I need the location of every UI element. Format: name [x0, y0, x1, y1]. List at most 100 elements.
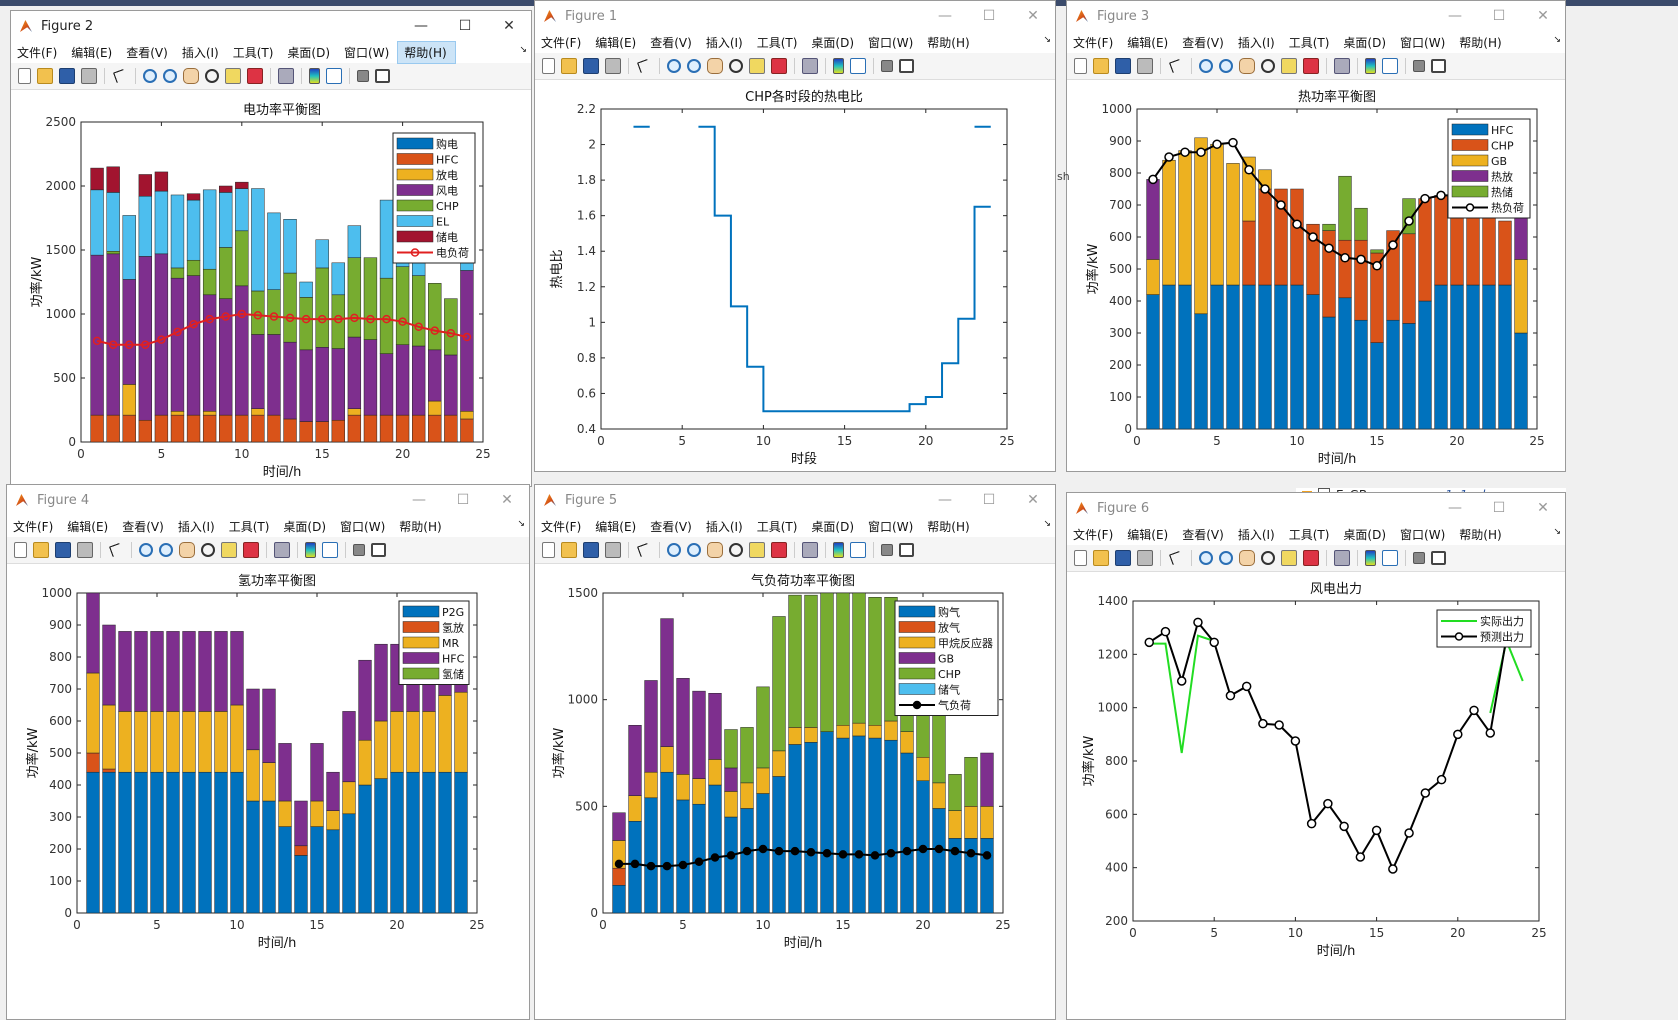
- link-plot-icon[interactable]: [274, 542, 290, 558]
- menu-edit[interactable]: 编辑(E): [595, 519, 637, 534]
- close-button[interactable]: ✕: [1537, 8, 1549, 24]
- zoom-out-icon[interactable]: [163, 69, 177, 83]
- menu-desktop[interactable]: 桌面(D): [283, 519, 327, 534]
- menu-window[interactable]: 窗口(W): [868, 35, 914, 50]
- menu-tools[interactable]: 工具(T): [756, 519, 798, 534]
- figure-4-titlebar[interactable]: Figure 4 — ☐ ✕: [7, 485, 529, 515]
- zoom-in-icon[interactable]: [1199, 551, 1213, 565]
- show-plot-tools-icon[interactable]: [1431, 551, 1446, 565]
- menu-window[interactable]: 窗口(W): [1400, 527, 1446, 542]
- show-plot-tools-icon[interactable]: [371, 543, 386, 557]
- figure-5-titlebar[interactable]: Figure 5 — ☐ ✕: [535, 485, 1055, 515]
- brush-icon[interactable]: [1303, 550, 1319, 566]
- maximize-button[interactable]: ☐: [458, 18, 472, 34]
- menu-edit[interactable]: 编辑(E): [1127, 35, 1169, 50]
- colorbar-icon[interactable]: [1365, 58, 1376, 74]
- colorbar-icon[interactable]: [833, 542, 844, 558]
- brush-icon[interactable]: [247, 68, 263, 84]
- menu-file[interactable]: 文件(F): [13, 519, 54, 534]
- open-file-icon[interactable]: [1093, 58, 1109, 74]
- rotate-3d-icon[interactable]: [729, 543, 743, 557]
- new-figure-icon[interactable]: [14, 542, 27, 558]
- menu-tools[interactable]: 工具(T): [228, 519, 270, 534]
- figure-2-window[interactable]: Figure 2 — ☐ ✕ 文件(F) 编辑(E) 查看(V) 插入(I) 工具(T) 桌面(…: [10, 10, 532, 487]
- menu-insert[interactable]: 插入(I): [705, 519, 743, 534]
- zoom-out-icon[interactable]: [687, 543, 701, 557]
- new-figure-icon[interactable]: [1074, 58, 1087, 74]
- new-figure-icon[interactable]: [18, 68, 31, 84]
- menu-view[interactable]: 查看(V): [1182, 35, 1224, 50]
- save-icon[interactable]: [583, 542, 599, 558]
- menu-overflow-icon[interactable]: ↘: [1043, 519, 1051, 529]
- zoom-out-icon[interactable]: [687, 59, 701, 73]
- colorbar-icon[interactable]: [309, 68, 320, 84]
- link-plot-icon[interactable]: [802, 58, 818, 74]
- edit-plot-icon[interactable]: [1168, 58, 1184, 74]
- show-plot-tools-icon[interactable]: [899, 543, 914, 557]
- edit-plot-icon[interactable]: [636, 58, 652, 74]
- zoom-in-icon[interactable]: [1199, 59, 1213, 73]
- menu-file[interactable]: 文件(F): [541, 519, 582, 534]
- data-cursor-icon[interactable]: [749, 58, 765, 74]
- print-icon[interactable]: [605, 58, 621, 74]
- rotate-3d-icon[interactable]: [1261, 59, 1275, 73]
- open-file-icon[interactable]: [33, 542, 49, 558]
- rotate-3d-icon[interactable]: [1261, 551, 1275, 565]
- menu-insert[interactable]: 插入(I): [1237, 527, 1275, 542]
- menu-view[interactable]: 查看(V): [650, 35, 692, 50]
- maximize-button[interactable]: ☐: [982, 8, 996, 24]
- hide-plot-tools-icon[interactable]: [353, 544, 365, 556]
- menu-view[interactable]: 查看(V): [1182, 527, 1224, 542]
- minimize-button[interactable]: —: [938, 492, 952, 508]
- print-icon[interactable]: [605, 542, 621, 558]
- menu-tools[interactable]: 工具(T): [1288, 527, 1330, 542]
- zoom-out-icon[interactable]: [1219, 551, 1233, 565]
- pan-icon[interactable]: [1239, 550, 1255, 566]
- colorbar-icon[interactable]: [833, 58, 844, 74]
- menu-help[interactable]: 帮助(H): [399, 519, 442, 534]
- data-cursor-icon[interactable]: [1281, 58, 1297, 74]
- link-plot-icon[interactable]: [1334, 58, 1350, 74]
- rotate-3d-icon[interactable]: [205, 69, 219, 83]
- legend-icon[interactable]: [1382, 58, 1398, 74]
- menu-view[interactable]: 查看(V): [126, 45, 168, 60]
- menu-file[interactable]: 文件(F): [1073, 35, 1114, 50]
- menu-help[interactable]: 帮助(H): [1459, 527, 1502, 542]
- data-cursor-icon[interactable]: [221, 542, 237, 558]
- link-plot-icon[interactable]: [1334, 550, 1350, 566]
- menu-insert[interactable]: 插入(I): [1237, 35, 1275, 50]
- figure-1-titlebar[interactable]: Figure 1 — ☐ ✕: [535, 1, 1055, 31]
- maximize-button[interactable]: ☐: [456, 492, 470, 508]
- hide-plot-tools-icon[interactable]: [1413, 60, 1425, 72]
- menu-edit[interactable]: 编辑(E): [67, 519, 109, 534]
- zoom-in-icon[interactable]: [143, 69, 157, 83]
- rotate-3d-icon[interactable]: [729, 59, 743, 73]
- zoom-in-icon[interactable]: [667, 543, 681, 557]
- menu-help[interactable]: 帮助(H): [1459, 35, 1502, 50]
- menu-window[interactable]: 窗口(W): [344, 45, 390, 60]
- pan-icon[interactable]: [183, 68, 199, 84]
- save-icon[interactable]: [1115, 58, 1131, 74]
- edit-plot-icon[interactable]: [112, 68, 128, 84]
- colorbar-icon[interactable]: [305, 542, 316, 558]
- new-figure-icon[interactable]: [1074, 550, 1087, 566]
- colorbar-icon[interactable]: [1365, 550, 1376, 566]
- menu-overflow-icon[interactable]: ↘: [1553, 527, 1561, 537]
- menu-window[interactable]: 窗口(W): [868, 519, 914, 534]
- print-icon[interactable]: [1137, 550, 1153, 566]
- hide-plot-tools-icon[interactable]: [881, 60, 893, 72]
- print-icon[interactable]: [77, 542, 93, 558]
- close-button[interactable]: ✕: [501, 492, 513, 508]
- brush-icon[interactable]: [1303, 58, 1319, 74]
- menu-desktop[interactable]: 桌面(D): [1343, 527, 1387, 542]
- brush-icon[interactable]: [243, 542, 259, 558]
- menu-edit[interactable]: 编辑(E): [595, 35, 637, 50]
- zoom-out-icon[interactable]: [1219, 59, 1233, 73]
- menu-help[interactable]: 帮助(H): [397, 40, 456, 64]
- menu-tools[interactable]: 工具(T): [756, 35, 798, 50]
- figure-2-titlebar[interactable]: Figure 2 — ☐ ✕: [11, 11, 531, 41]
- zoom-in-icon[interactable]: [667, 59, 681, 73]
- legend-icon[interactable]: [850, 58, 866, 74]
- menu-overflow-icon[interactable]: ↘: [1043, 35, 1051, 45]
- zoom-out-icon[interactable]: [159, 543, 173, 557]
